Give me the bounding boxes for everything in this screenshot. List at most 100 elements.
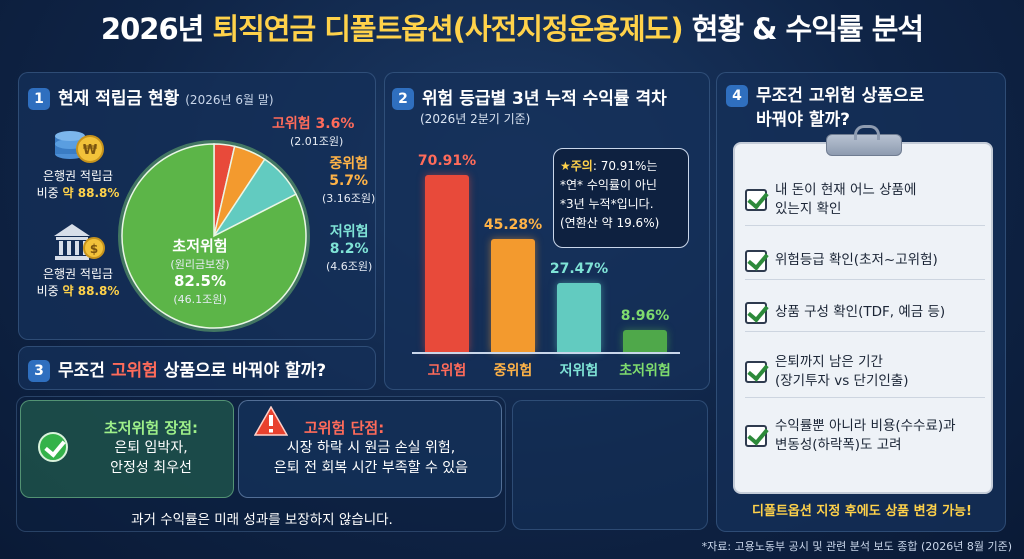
caution-note-line-3: *3년 누적*입니다.: [560, 197, 654, 211]
checklist-item-1: 위험등급 확인(초저~고위험): [745, 246, 985, 280]
bank-share-block-2: 은행권 적립금 비중 약 88.8%: [28, 266, 128, 300]
pie-label-mid: 중위험 5.7% (3.16조원): [322, 156, 375, 207]
bank-share-2: 비중 약 88.8%: [28, 283, 128, 300]
section-3-number: 3: [28, 360, 50, 382]
svg-text:$: $: [90, 242, 98, 256]
con-card: [238, 400, 502, 498]
warning-icon: [254, 406, 288, 436]
disclaimer: 과거 수익률은 미래 성과를 보장하지 않습니다.: [131, 512, 393, 528]
pie-label-mid-amount: (3.16조원): [322, 192, 376, 205]
section-3-header: [18, 346, 376, 390]
section-1-title-text: 현재 적립금 현황: [58, 89, 180, 109]
clipboard: [733, 142, 993, 494]
bar-value-label-0: 70.91%: [417, 152, 477, 169]
pie-label-low-pct: 8.2%: [329, 241, 369, 257]
checklist-item-text: 상품 구성 확인(TDF, 예금 등): [775, 303, 945, 322]
title-highlight: 퇴직연금 디폴트옵션(사전지정운용제도): [212, 12, 683, 46]
bar-0: [425, 174, 469, 352]
caution-note-value: : 70.91%는: [592, 159, 658, 173]
section-3-title-prefix: 무조건: [58, 361, 105, 381]
section-3-title-highlight: 고위험: [110, 361, 158, 381]
pie-label-low: 저위험 8.2% (4.6조원): [326, 224, 372, 275]
checklist-item-text: 위험등급 확인(초저~고위험): [775, 251, 938, 270]
checklist-item-line-2: 있는지 확인: [775, 200, 842, 217]
checkbox-checked-icon: [745, 301, 767, 324]
bar-value-label-2: 27.47%: [549, 261, 609, 278]
bank-share-1: 비중 약 88.8%: [28, 185, 128, 202]
section-4-number: 4: [726, 85, 748, 107]
pro-title: 초저위험 장점:: [103, 419, 199, 437]
caution-note-line-1: ★주의: 70.91%는: [560, 157, 682, 176]
con-line-1: 시장 하락 시 원금 손실 위험,: [286, 440, 456, 456]
pie-label-mid-name: 중위험: [329, 156, 368, 172]
pro-line-1: 은퇴 임박자,: [114, 440, 188, 456]
section-2-number: 2: [392, 88, 414, 110]
pie-label-very-low-sub: (원리금보장): [170, 258, 230, 271]
page-title: 2026년 퇴직연금 디폴트옵션(사전지정운용제도) 현황 & 수익률 분석: [0, 6, 1024, 58]
caution-note-line-2: *연* 수익률이 아닌: [560, 178, 657, 192]
checklist-item-line-1: 내 돈이 현재 어느 상품에: [775, 181, 917, 198]
con-title: 고위험 단점:: [304, 419, 385, 437]
checklist-item-line-2: 변동성(하락폭)도 고려: [775, 437, 902, 453]
checklist-item-line-1: 위험등급 확인(초저~고위험): [775, 252, 938, 268]
bar-category-label-1: 중위험: [493, 363, 533, 379]
pie-label-high-amount: (2.01조원): [290, 135, 344, 148]
coin-stack-icon: ₩: [55, 131, 104, 163]
bank-label-2: 은행권 적립금: [42, 267, 114, 281]
check-circle-icon: [38, 432, 68, 462]
bank-share-1-value: 약 88.8%: [62, 186, 120, 200]
pie-label-high-name: 고위험: [272, 116, 311, 132]
checklist-item-2: 상품 구성 확인(TDF, 예금 등): [745, 298, 985, 332]
caution-note-line-4: (연환산 약 19.6%): [560, 216, 660, 230]
bar-category-label-0: 고위험: [427, 363, 467, 379]
pie-label-very-low: 초저위험 (원리금보장) 82.5% (46.1조원): [150, 238, 250, 308]
pro-line-2: 안정성 최우선: [110, 460, 192, 476]
title-prefix: 2026년: [100, 12, 204, 46]
pie-label-very-low-amount: (46.1조원): [173, 293, 227, 306]
checklist-item-3: 은퇴까지 남은 기간 (장기투자 vs 단기인출): [745, 350, 985, 398]
bar-1: [491, 238, 535, 352]
bank-share-2-value: 약 88.8%: [62, 284, 120, 298]
pie-label-low-name: 저위험: [329, 224, 369, 240]
bar-2: [557, 283, 601, 352]
section-1-subtitle: (2026년 6월 말): [185, 93, 274, 107]
checklist-item-text: 은퇴까지 남은 기간 (장기투자 vs 단기인출): [775, 353, 909, 391]
pie-glow-ring: [118, 140, 310, 332]
bar-category-label-2: 저위험: [559, 363, 599, 379]
checklist-item-line-1: 수익률뿐 아니라 비용(수수료)과: [775, 418, 956, 434]
checkbox-checked-icon: [745, 188, 767, 211]
bank-building-icon: $: [54, 224, 105, 260]
bank-share-2-prefix: 비중: [36, 284, 59, 298]
svg-text:₩: ₩: [83, 143, 98, 158]
bank-label-1: 은행권 적립금: [42, 169, 114, 183]
bank-share-block-1: 은행권 적립금 비중 약 88.8%: [28, 168, 128, 202]
section-3-title: 3 무조건 고위험 상품으로 바꿔야 할까?: [28, 356, 326, 382]
section-4-title-line-1: 무조건 고위험 상품으로: [756, 86, 925, 106]
title-suffix: 현황 & 수익률 분석: [691, 12, 924, 46]
source-note: *자료: 고용노동부 공시 및 관련 분석 보도 종합 (2026년 8월 기준…: [701, 540, 1012, 553]
con-text: 고위험 단점: 시장 하락 시 원금 손실 위험, 은퇴 전 회복 시간 부족할…: [244, 418, 498, 478]
section-2-title: 2 위험 등급별 3년 누적 수익률 격차: [392, 84, 667, 110]
pie-label-high-pct: 3.6%: [315, 116, 355, 132]
bar-chart-baseline: [412, 352, 680, 354]
caution-note-prefix: ★주의: [560, 159, 593, 173]
section-2-title-text: 위험 등급별 3년 누적 수익률 격차: [422, 89, 667, 109]
checkbox-checked-icon: [745, 425, 767, 447]
pie-label-very-low-pct: 82.5%: [173, 272, 227, 290]
pro-text: 초저위험 장점: 은퇴 임박자, 안정성 최우선: [76, 418, 226, 478]
pie-label-high: 고위험 3.6% (2.01조원): [272, 116, 354, 150]
section-1-title: 1 현재 적립금 현황 (2026년 6월 말): [28, 84, 274, 110]
bank-share-1-prefix: 비중: [36, 186, 59, 200]
bar-value-label-1: 45.28%: [483, 216, 543, 233]
section-2-subtitle: (2026년 2분기 기준): [420, 112, 531, 126]
bar-3: [623, 329, 667, 352]
section-4-footer: 디폴트옵션 지정 후에도 상품 변경 가능!: [752, 504, 972, 519]
section-1-number: 1: [28, 88, 50, 110]
clipboard-clip-icon: [826, 125, 902, 156]
pie-slice-3: [121, 143, 307, 329]
